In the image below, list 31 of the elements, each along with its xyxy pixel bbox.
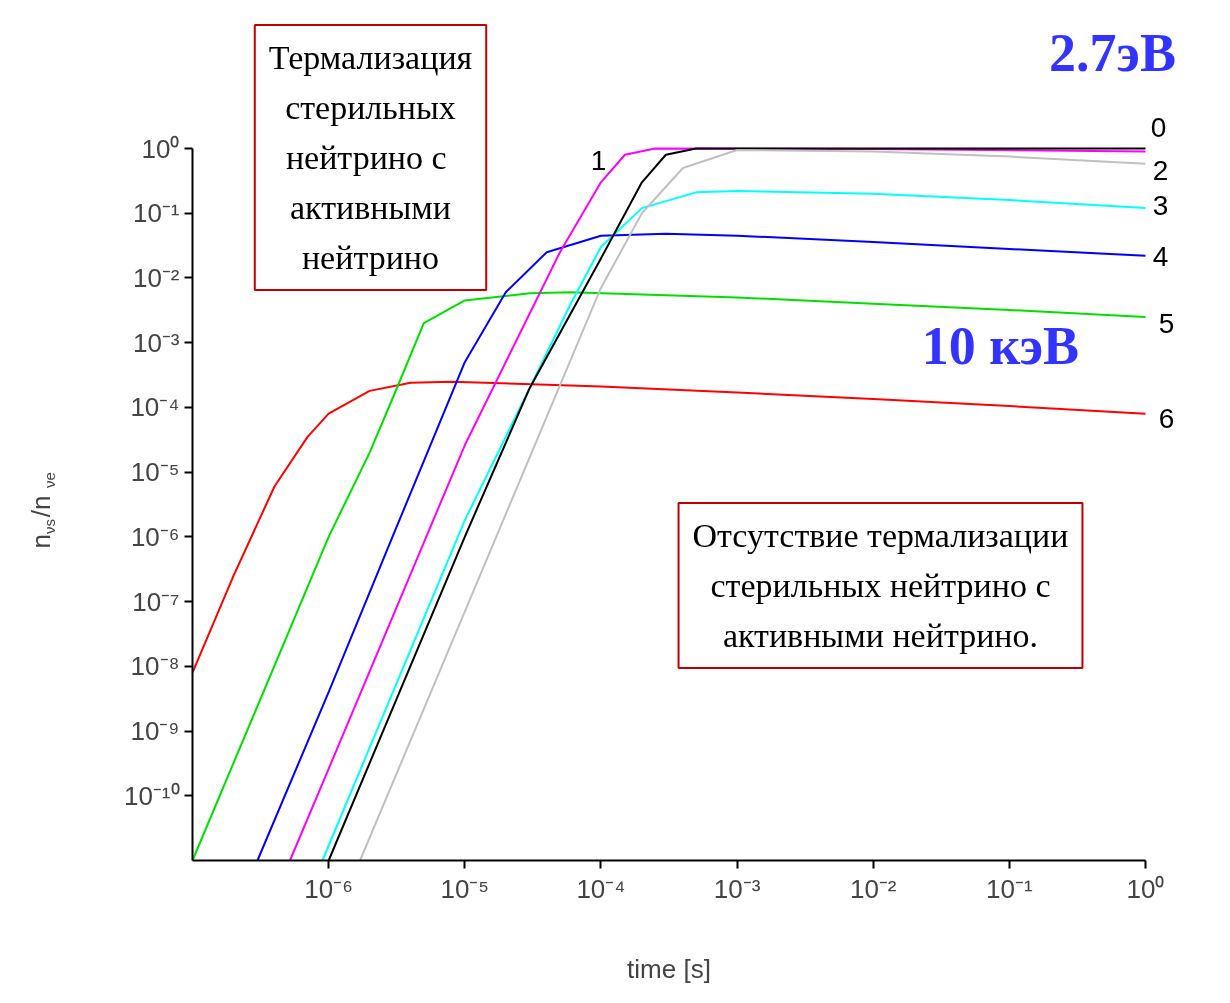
text: 0 <box>1150 112 1167 143</box>
y-tick-label: 10⁻⁸ <box>130 651 180 682</box>
text: 2.7эВ <box>1049 22 1176 83</box>
text: 5 <box>1158 308 1175 339</box>
annotation: 1 <box>590 145 607 176</box>
y-tick-label: 10⁻⁷ <box>132 586 180 617</box>
y-tick-label: 10⁻⁹ <box>130 716 180 747</box>
annotation: 10 кэВ <box>921 315 1080 376</box>
text: 2 <box>1152 155 1169 186</box>
y-tick-label: 10⁻⁵ <box>130 457 180 488</box>
text: 4 <box>1152 241 1169 272</box>
text: 6 <box>1158 403 1175 434</box>
y-tick-label: 10⁻¹ <box>132 198 180 229</box>
x-tick-label: 10⁻³ <box>713 873 761 904</box>
y-tick-label: 10⁻³ <box>132 327 180 358</box>
x-tick-label: 10⁻² <box>849 873 897 904</box>
x-tick-label: 10⁻⁴ <box>576 873 626 904</box>
annotation: Отсутствие термализации стерильных нейтрино с активными нейтрино. <box>692 517 1069 654</box>
text: 3 <box>1152 190 1169 221</box>
annotation: Термализация стерильных нейтрино с активными нейтрино <box>268 39 473 276</box>
y-tick-label: 10⁻⁴ <box>130 392 180 423</box>
x-tick-label: 10⁻⁶ <box>304 873 353 904</box>
x-axis-title: time [s] <box>627 953 711 984</box>
x-tick-label: 10⁰ <box>1126 873 1165 904</box>
x-tick-label: 10⁻¹ <box>986 873 1033 904</box>
y-tick-label: 10⁻⁶ <box>130 521 180 552</box>
x-tick-label: 10⁻⁵ <box>440 873 490 904</box>
y-tick-label: 10⁻² <box>132 262 180 293</box>
y-axis-title: nνs/nνe <box>25 472 58 549</box>
y-tick-label: 10⁻¹⁰ <box>123 780 180 811</box>
y-tick-label: 10⁰ <box>141 133 180 164</box>
